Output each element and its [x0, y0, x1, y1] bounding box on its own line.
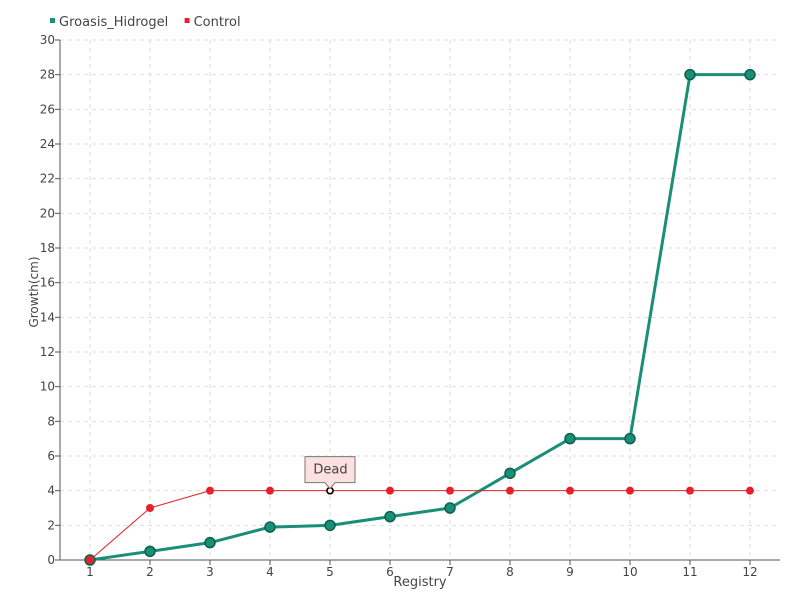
x-tick-label: 8 — [506, 565, 514, 579]
x-tick-label: 4 — [266, 565, 274, 579]
y-tick-label: 30 — [40, 33, 55, 47]
y-tick-label: 2 — [47, 518, 55, 532]
data-point — [504, 467, 516, 480]
data-point — [206, 486, 214, 495]
y-tick-label: 4 — [47, 484, 55, 498]
data-point — [624, 432, 636, 445]
data-point — [86, 556, 94, 564]
x-tick-label: 11 — [682, 565, 697, 579]
data-point — [204, 536, 216, 549]
data-point — [144, 545, 156, 558]
y-tick-label: 16 — [40, 276, 55, 290]
y-tick-label: 22 — [40, 172, 55, 186]
x-tick-label: 7 — [446, 565, 454, 579]
legend-entry: Groasis_Hidrogel — [59, 15, 168, 30]
legend-swatch — [50, 18, 55, 23]
y-tick-label: 18 — [40, 241, 55, 255]
x-tick-label: 2 — [146, 565, 154, 579]
data-point — [266, 486, 274, 495]
legend-entry: Control — [194, 15, 241, 30]
annotation-box — [304, 456, 356, 490]
data-point — [746, 486, 754, 495]
data-point — [146, 504, 154, 512]
x-axis-label: Registry — [393, 575, 447, 590]
y-tick-label: 12 — [40, 345, 55, 359]
y-tick-label: 20 — [40, 206, 55, 220]
data-point — [384, 510, 396, 523]
y-tick-label: 14 — [40, 310, 55, 324]
series-control — [86, 486, 754, 564]
y-tick-label: 26 — [40, 102, 55, 116]
x-tick-label: 9 — [566, 565, 574, 579]
data-point — [264, 521, 276, 533]
x-tick-label: 10 — [622, 565, 637, 579]
y-tick-label: 6 — [47, 449, 55, 463]
series-layer — [84, 68, 756, 566]
grid — [60, 39, 780, 560]
y-axis-label: Growth(cm) — [27, 256, 41, 327]
data-point — [626, 486, 634, 495]
data-point — [686, 486, 694, 495]
series-line — [89, 73, 750, 562]
y-tick-label: 28 — [40, 68, 55, 82]
x-tick-label: 12 — [742, 565, 757, 579]
annotations: Dead — [304, 456, 356, 495]
data-point — [386, 486, 394, 495]
data-point — [684, 68, 696, 81]
data-point — [506, 486, 514, 495]
y-tick-label: 10 — [40, 380, 55, 394]
data-point — [566, 486, 574, 495]
x-tick-label: 5 — [326, 565, 334, 579]
data-point — [564, 432, 576, 445]
y-tick-label: 0 — [47, 553, 55, 567]
data-point — [444, 502, 456, 514]
y-tick-label: 24 — [40, 137, 55, 151]
data-point — [324, 519, 336, 532]
data-point — [744, 68, 756, 81]
legend: Groasis_Hidrogel Control — [50, 15, 241, 30]
series-line — [89, 490, 750, 561]
x-tick-label: 1 — [86, 565, 94, 579]
x-tick-label: 6 — [386, 565, 394, 579]
x-tick-label: 3 — [206, 565, 214, 579]
legend-swatch — [184, 18, 190, 23]
y-tick-label: 8 — [47, 414, 55, 428]
series-groasis-hidrogel — [84, 68, 756, 566]
annotation-label: Dead — [313, 463, 347, 478]
data-point — [446, 486, 454, 495]
